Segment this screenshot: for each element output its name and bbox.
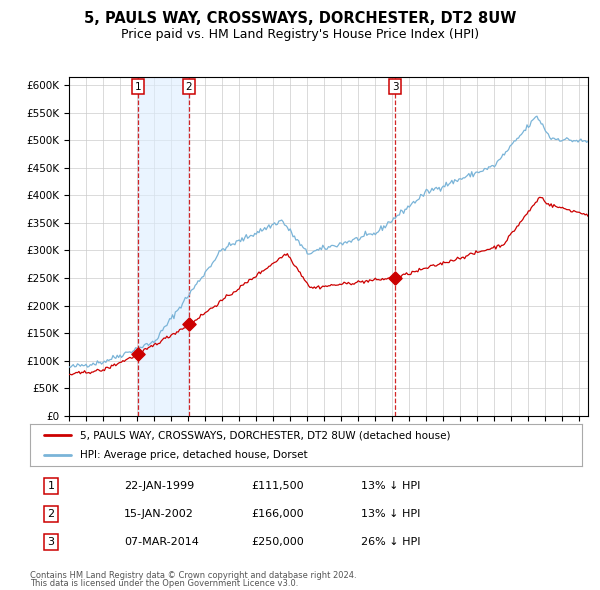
Text: 15-JAN-2002: 15-JAN-2002: [124, 509, 194, 519]
Text: 3: 3: [47, 537, 55, 547]
Text: 3: 3: [392, 81, 398, 91]
Text: 22-JAN-1999: 22-JAN-1999: [124, 481, 194, 491]
Point: [184, 320, 194, 329]
Text: £166,000: £166,000: [251, 509, 304, 519]
Text: £250,000: £250,000: [251, 537, 304, 547]
Text: 26% ↓ HPI: 26% ↓ HPI: [361, 537, 421, 547]
Text: 5, PAULS WAY, CROSSWAYS, DORCHESTER, DT2 8UW: 5, PAULS WAY, CROSSWAYS, DORCHESTER, DT2…: [84, 11, 516, 25]
Text: 1: 1: [47, 481, 55, 491]
Text: £111,500: £111,500: [251, 481, 304, 491]
Text: 07-MAR-2014: 07-MAR-2014: [124, 537, 199, 547]
Text: 1: 1: [134, 81, 141, 91]
Point: [391, 273, 400, 283]
Text: 2: 2: [185, 81, 192, 91]
Point: [133, 350, 143, 359]
Text: 13% ↓ HPI: 13% ↓ HPI: [361, 481, 421, 491]
Text: This data is licensed under the Open Government Licence v3.0.: This data is licensed under the Open Gov…: [30, 579, 298, 588]
Text: Price paid vs. HM Land Registry's House Price Index (HPI): Price paid vs. HM Land Registry's House …: [121, 28, 479, 41]
Text: 13% ↓ HPI: 13% ↓ HPI: [361, 509, 421, 519]
Text: Contains HM Land Registry data © Crown copyright and database right 2024.: Contains HM Land Registry data © Crown c…: [30, 571, 356, 579]
Bar: [138, 77, 189, 416]
Text: 2: 2: [47, 509, 55, 519]
Text: HPI: Average price, detached house, Dorset: HPI: Average price, detached house, Dors…: [80, 451, 307, 460]
Text: 5, PAULS WAY, CROSSWAYS, DORCHESTER, DT2 8UW (detached house): 5, PAULS WAY, CROSSWAYS, DORCHESTER, DT2…: [80, 430, 450, 440]
